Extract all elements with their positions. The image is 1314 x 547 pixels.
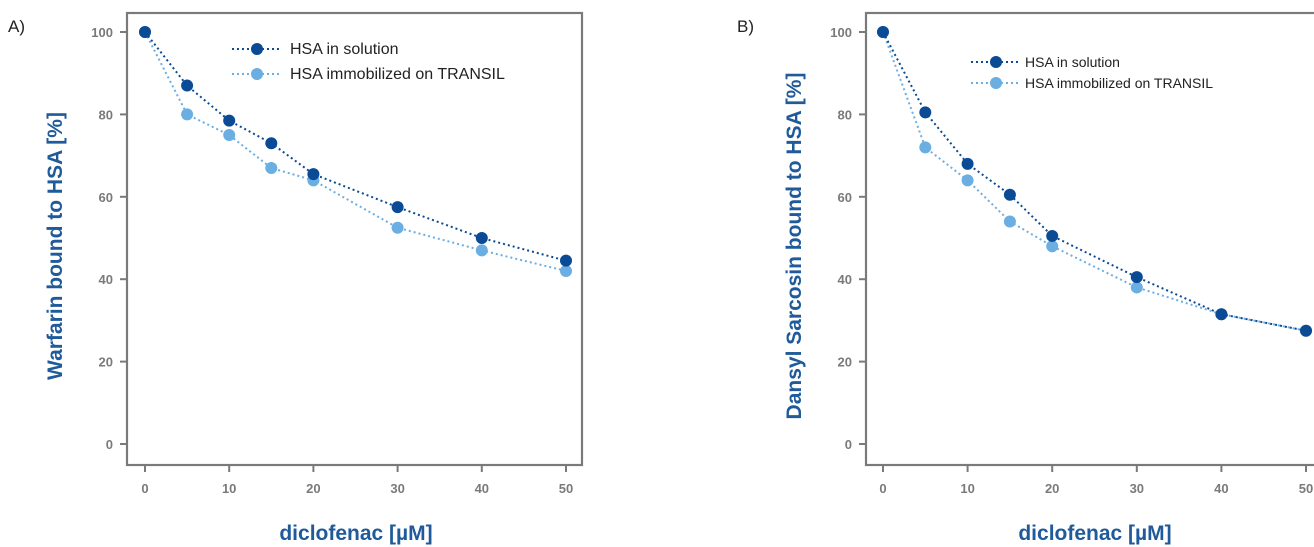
plot-frame [125,11,584,467]
legend-label: HSA immobilized on TRANSIL [1025,75,1213,91]
data-point [307,168,320,181]
data-point [1300,324,1312,337]
data-point [181,108,194,121]
y-tick-label: 60 [838,190,852,205]
series-line [144,31,567,272]
x-tick-label: 10 [960,481,974,496]
legend-label: HSA in solution [1025,54,1120,70]
data-point [961,174,974,187]
data-point [919,106,932,119]
x-tick-label: 20 [1045,481,1059,496]
chart-panel-a: A) Warfarin bound to HSA [%] diclofenac … [8,11,584,545]
x-tick-label: 0 [141,481,148,496]
chart-panel-b: B) Dansyl Sarcosin bound to HSA [%] dicl… [737,11,1314,545]
plot-frame [864,11,1314,467]
data-point [391,221,404,234]
data-point [877,26,889,38]
x-tick-label: 30 [390,481,404,496]
y-tick-label: 80 [99,107,113,122]
data-point [475,244,488,257]
data-point [265,137,278,150]
y-tick-label: 20 [99,355,113,370]
data-point [1003,188,1016,201]
series-line [882,31,1307,332]
data-point [1003,215,1016,228]
data-point [391,201,404,214]
data-point [961,157,974,170]
x-axis-title: diclofenac [µM] [1018,522,1171,545]
y-tick-label: 40 [99,272,113,287]
y-tick-label: 100 [91,25,113,40]
y-axis-title: Warfarin bound to HSA [%] [44,112,67,380]
legend-label: HSA immobilized on TRANSIL [290,66,505,83]
legend-marker [251,68,263,80]
data-point [1046,229,1059,242]
y-tick-label: 80 [838,107,852,122]
y-axis-title: Dansyl Sarcosin bound to HSA [%] [783,73,806,420]
y-tick-label: 40 [838,272,852,287]
data-point [1130,281,1143,294]
legend: HSA in solution HSA immobilized on TRANSI… [971,54,1213,91]
x-tick-label: 50 [559,481,573,496]
legend-marker [251,43,263,55]
panel-label: B) [737,17,754,36]
x-tick-label: 20 [306,481,320,496]
legend: HSA in solution HSA immobilized on TRANSI… [232,41,505,83]
y-tick-label: 0 [106,437,113,452]
y-tick-label: 0 [845,437,852,452]
data-point [223,129,236,141]
series-line [882,31,1307,332]
data-point [1046,240,1059,253]
data-point [1130,271,1143,284]
data-point [181,79,194,92]
panel-label: A) [8,17,25,36]
data-point [560,254,572,267]
data-point [475,232,488,244]
x-tick-label: 0 [879,481,886,496]
data-point [265,161,278,174]
legend-marker [990,56,1002,68]
x-axis-title: diclofenac [µM] [279,522,432,545]
y-tick-label: 60 [99,190,113,205]
legend-marker [990,77,1002,89]
data-point [1215,308,1228,321]
data-point [223,114,236,127]
legend-label: HSA in solution [290,41,399,58]
x-tick-label: 30 [1130,481,1144,496]
x-tick-label: 40 [1214,481,1228,496]
data-point [919,141,932,154]
data-point [139,26,151,38]
x-tick-label: 10 [222,481,236,496]
x-tick-label: 50 [1299,481,1313,496]
data-point [560,264,572,277]
y-tick-label: 100 [830,25,852,40]
x-tick-label: 40 [475,481,489,496]
y-tick-label: 20 [838,355,852,370]
series-line [144,31,567,262]
